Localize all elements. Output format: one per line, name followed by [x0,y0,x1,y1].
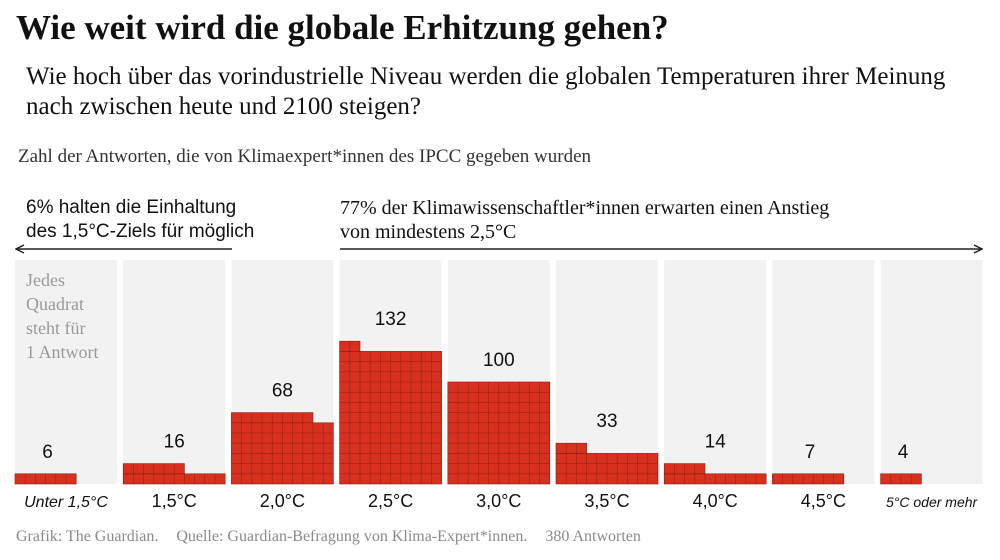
category-label-6: 4,0°C [693,491,738,511]
category-label-1: 1,5°C [152,491,197,511]
page-subtitle: Wie hoch über das vorindustrielle Niveau… [26,63,946,120]
category-label-4: 3,0°C [476,491,521,511]
source-origin: Quelle: Guardian-Befragung von Klima-Exp… [176,528,528,545]
square-note-line-3: steht für [26,318,86,338]
source-total: 380 Antworten [545,528,641,545]
value-label-4: 100 [483,350,515,371]
source-line: Grafik: The Guardian. Quelle: Guardian-B… [16,528,655,546]
category-label-7: 4,5°C [801,491,846,511]
page-title: Wie weit wird die globale Erhitzung gehe… [16,8,669,47]
value-label-2: 68 [272,381,293,402]
annotation-right-line-1: 77% der Klimawissenschaftler*innen erwar… [340,197,830,219]
value-label-1: 16 [164,432,185,453]
value-label-0: 6 [42,442,53,463]
square-legend-note: Jedes Quadrat steht für 1 Antwort [26,268,99,364]
annotation-right-line-2: von mindestens 2,5°C [340,221,517,243]
source-graphic: Grafik: The Guardian. [16,528,159,545]
square-note-line-4: 1 Antwort [26,342,99,362]
category-label-0: Unter 1,5°C [24,494,108,511]
value-label-3: 132 [375,309,407,330]
column-background [15,260,117,484]
annotation-left: 6% halten die Einhaltung des 1,5°C-Ziels… [26,196,254,244]
column-background [772,260,875,484]
annotation-left-line-1: 6% halten die Einhaltung [26,197,237,218]
annotation-right: 77% der Klimawissenschaftler*innen erwar… [340,196,829,244]
square-note-line-1: Jedes [26,270,65,290]
column-background [123,260,226,484]
square-note-line-2: Quadrat [26,294,84,314]
category-label-3: 2,5°C [368,491,413,511]
annotation-left-line-2: des 1,5°C-Ziels für möglich [26,221,255,242]
value-label-5: 33 [596,411,617,432]
column-background [880,260,983,484]
unit-note: Zahl der Antworten, die von Klimaexpert*… [18,146,592,167]
category-label-8: 5°C oder mehr [886,494,979,510]
category-label-2: 2,0°C [260,491,305,511]
category-label-5: 3,5°C [584,491,629,511]
column-background [664,260,767,484]
value-label-8: 4 [898,442,909,463]
bar-7 [772,473,845,485]
bar-5 [555,442,587,454]
value-label-6: 14 [705,432,727,453]
value-label-7: 7 [805,442,816,463]
